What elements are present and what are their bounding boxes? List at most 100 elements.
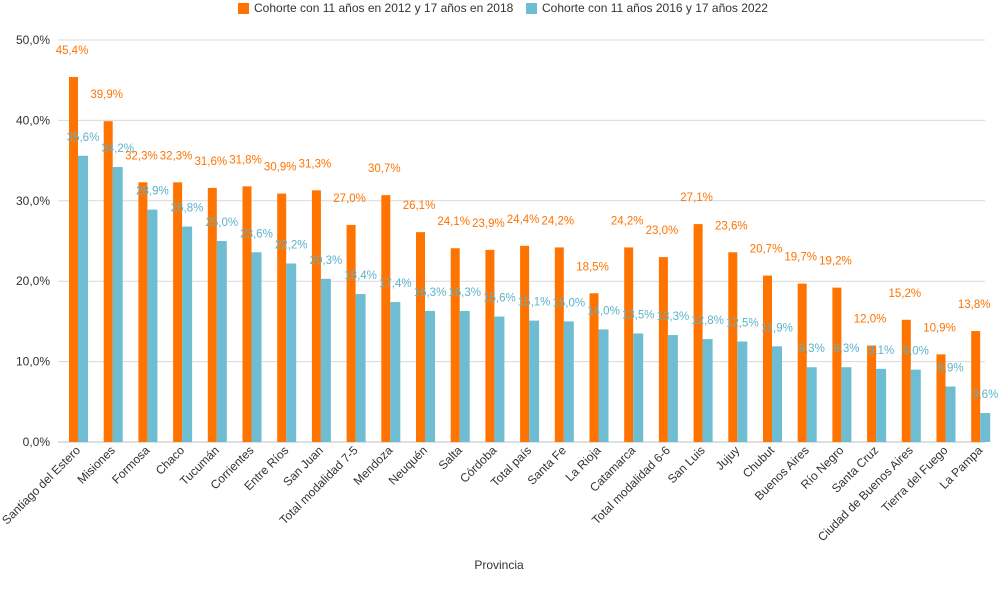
data-label-series-1: 19,7% [784,252,817,264]
data-label-series-1: 39,9% [90,89,123,101]
bar-series-2 [112,167,123,443]
bar-series-2 [910,369,921,442]
data-label-series-1: 24,2% [611,215,644,227]
bars [69,76,991,443]
data-label-series-1: 23,9% [472,218,505,230]
data-label-series-2: 26,8% [171,203,204,215]
x-tick-label: Santa Fe [525,443,570,488]
bar-series-2 [494,316,505,442]
data-label-series-2: 16,3% [448,287,481,299]
bar-series-1 [207,187,217,442]
data-label-series-2: 13,3% [657,311,690,323]
data-label-series-2: 15,6% [483,293,516,305]
legend-label-series-2: Cohorte con 11 años 2016 y 17 años 2022 [542,1,768,15]
data-label-series-1: 31,6% [194,156,227,168]
bar-series-1 [277,193,287,442]
data-label-series-2: 14,0% [587,305,620,317]
data-label-series-2: 20,3% [310,255,343,267]
data-label-series-2: 3,6% [972,389,998,401]
bar-series-1 [138,182,148,443]
data-label-series-2: 25,0% [205,217,238,229]
bar-series-1 [797,283,807,442]
bar-series-1 [901,319,911,442]
data-label-series-2: 9,3% [833,343,859,355]
data-label-series-1: 10,9% [923,322,956,334]
bar-series-1 [658,257,668,442]
bar-series-2 [806,367,817,442]
bar-series-2 [876,368,887,442]
bar-series-2 [529,320,540,442]
bar-series-2 [841,367,852,442]
y-tick-label: 10,0% [16,355,50,369]
bar-series-2 [182,226,193,442]
data-label-series-2: 9,3% [799,343,825,355]
data-label-series-1: 30,9% [264,162,297,174]
data-label-series-2: 15,0% [552,297,585,309]
bar-series-2 [633,333,644,442]
data-label-series-2: 34,2% [101,143,134,155]
data-label-series-1: 23,0% [646,225,679,237]
data-label-series-1: 32,3% [160,150,193,162]
data-label-series-2: 9,1% [868,345,894,357]
bar-series-1 [69,76,78,442]
x-tick-label: Jujuy [713,443,743,473]
data-labels: 45,4%35,6%39,9%34,2%32,3%28,9%32,3%26,8%… [56,45,998,401]
legend-label-series-1: Cohorte con 11 años en 2012 y 17 años en… [254,1,514,15]
bar-series-1 [763,275,772,442]
data-label-series-2: 6,9% [937,363,963,375]
data-label-series-1: 20,7% [750,244,783,256]
bar-series-2 [355,294,366,442]
data-label-series-1: 15,2% [888,288,921,300]
data-label-series-2: 22,2% [275,240,308,252]
bar-series-2 [78,155,88,442]
x-tick-label: San Luis [665,443,708,486]
bar-series-2 [147,209,158,442]
bar-series-2 [459,310,470,442]
bar-series-2 [216,241,227,442]
bar-series-1 [624,247,634,442]
data-label-series-1: 24,1% [437,216,470,228]
y-tick-label: 30,0% [16,194,50,208]
x-tick-label: Salta [436,443,465,472]
bar-series-1 [520,245,530,442]
data-label-series-1: 30,7% [368,163,401,175]
data-label-series-1: 26,1% [403,200,436,212]
bar-series-2 [980,413,991,442]
bar-series-2 [563,321,574,442]
bar-series-1 [728,252,738,442]
bar-series-1 [346,224,356,442]
data-label-series-1: 23,6% [715,220,748,232]
bar-series-2 [772,346,782,442]
data-label-series-2: 23,6% [240,228,273,240]
data-label-series-1: 13,8% [958,299,991,311]
bar-series-1 [450,248,460,442]
data-label-series-2: 17,4% [379,278,412,290]
data-label-series-2: 13,5% [622,309,655,321]
chart-legend: Cohorte con 11 años en 2012 y 17 años en… [0,0,998,20]
bar-series-1 [311,190,321,442]
bar-series-1 [242,186,252,442]
data-label-series-2: 15,1% [518,297,551,309]
data-label-series-1: 31,3% [299,158,332,170]
data-label-series-2: 18,4% [344,270,377,282]
y-tick-label: 40,0% [16,113,50,127]
bar-series-1 [693,224,703,442]
data-label-series-2: 28,9% [136,186,169,198]
bar-series-1 [485,249,495,442]
data-label-series-2: 35,6% [67,132,100,144]
data-label-series-1: 18,5% [576,261,609,273]
bar-series-2 [702,339,713,442]
bar-series-1 [832,287,842,442]
bar-series-2 [390,302,401,442]
bar-series-1 [554,247,564,442]
data-label-series-1: 27,1% [680,192,713,204]
data-label-series-1: 27,0% [333,193,366,205]
data-label-series-2: 11,9% [761,322,793,334]
bar-series-2 [945,386,956,442]
x-axis-title: Provincia [474,558,524,572]
bar-series-1 [971,331,981,442]
y-tick-label: 20,0% [16,274,50,288]
x-tick-label: Neuquén [386,443,430,487]
